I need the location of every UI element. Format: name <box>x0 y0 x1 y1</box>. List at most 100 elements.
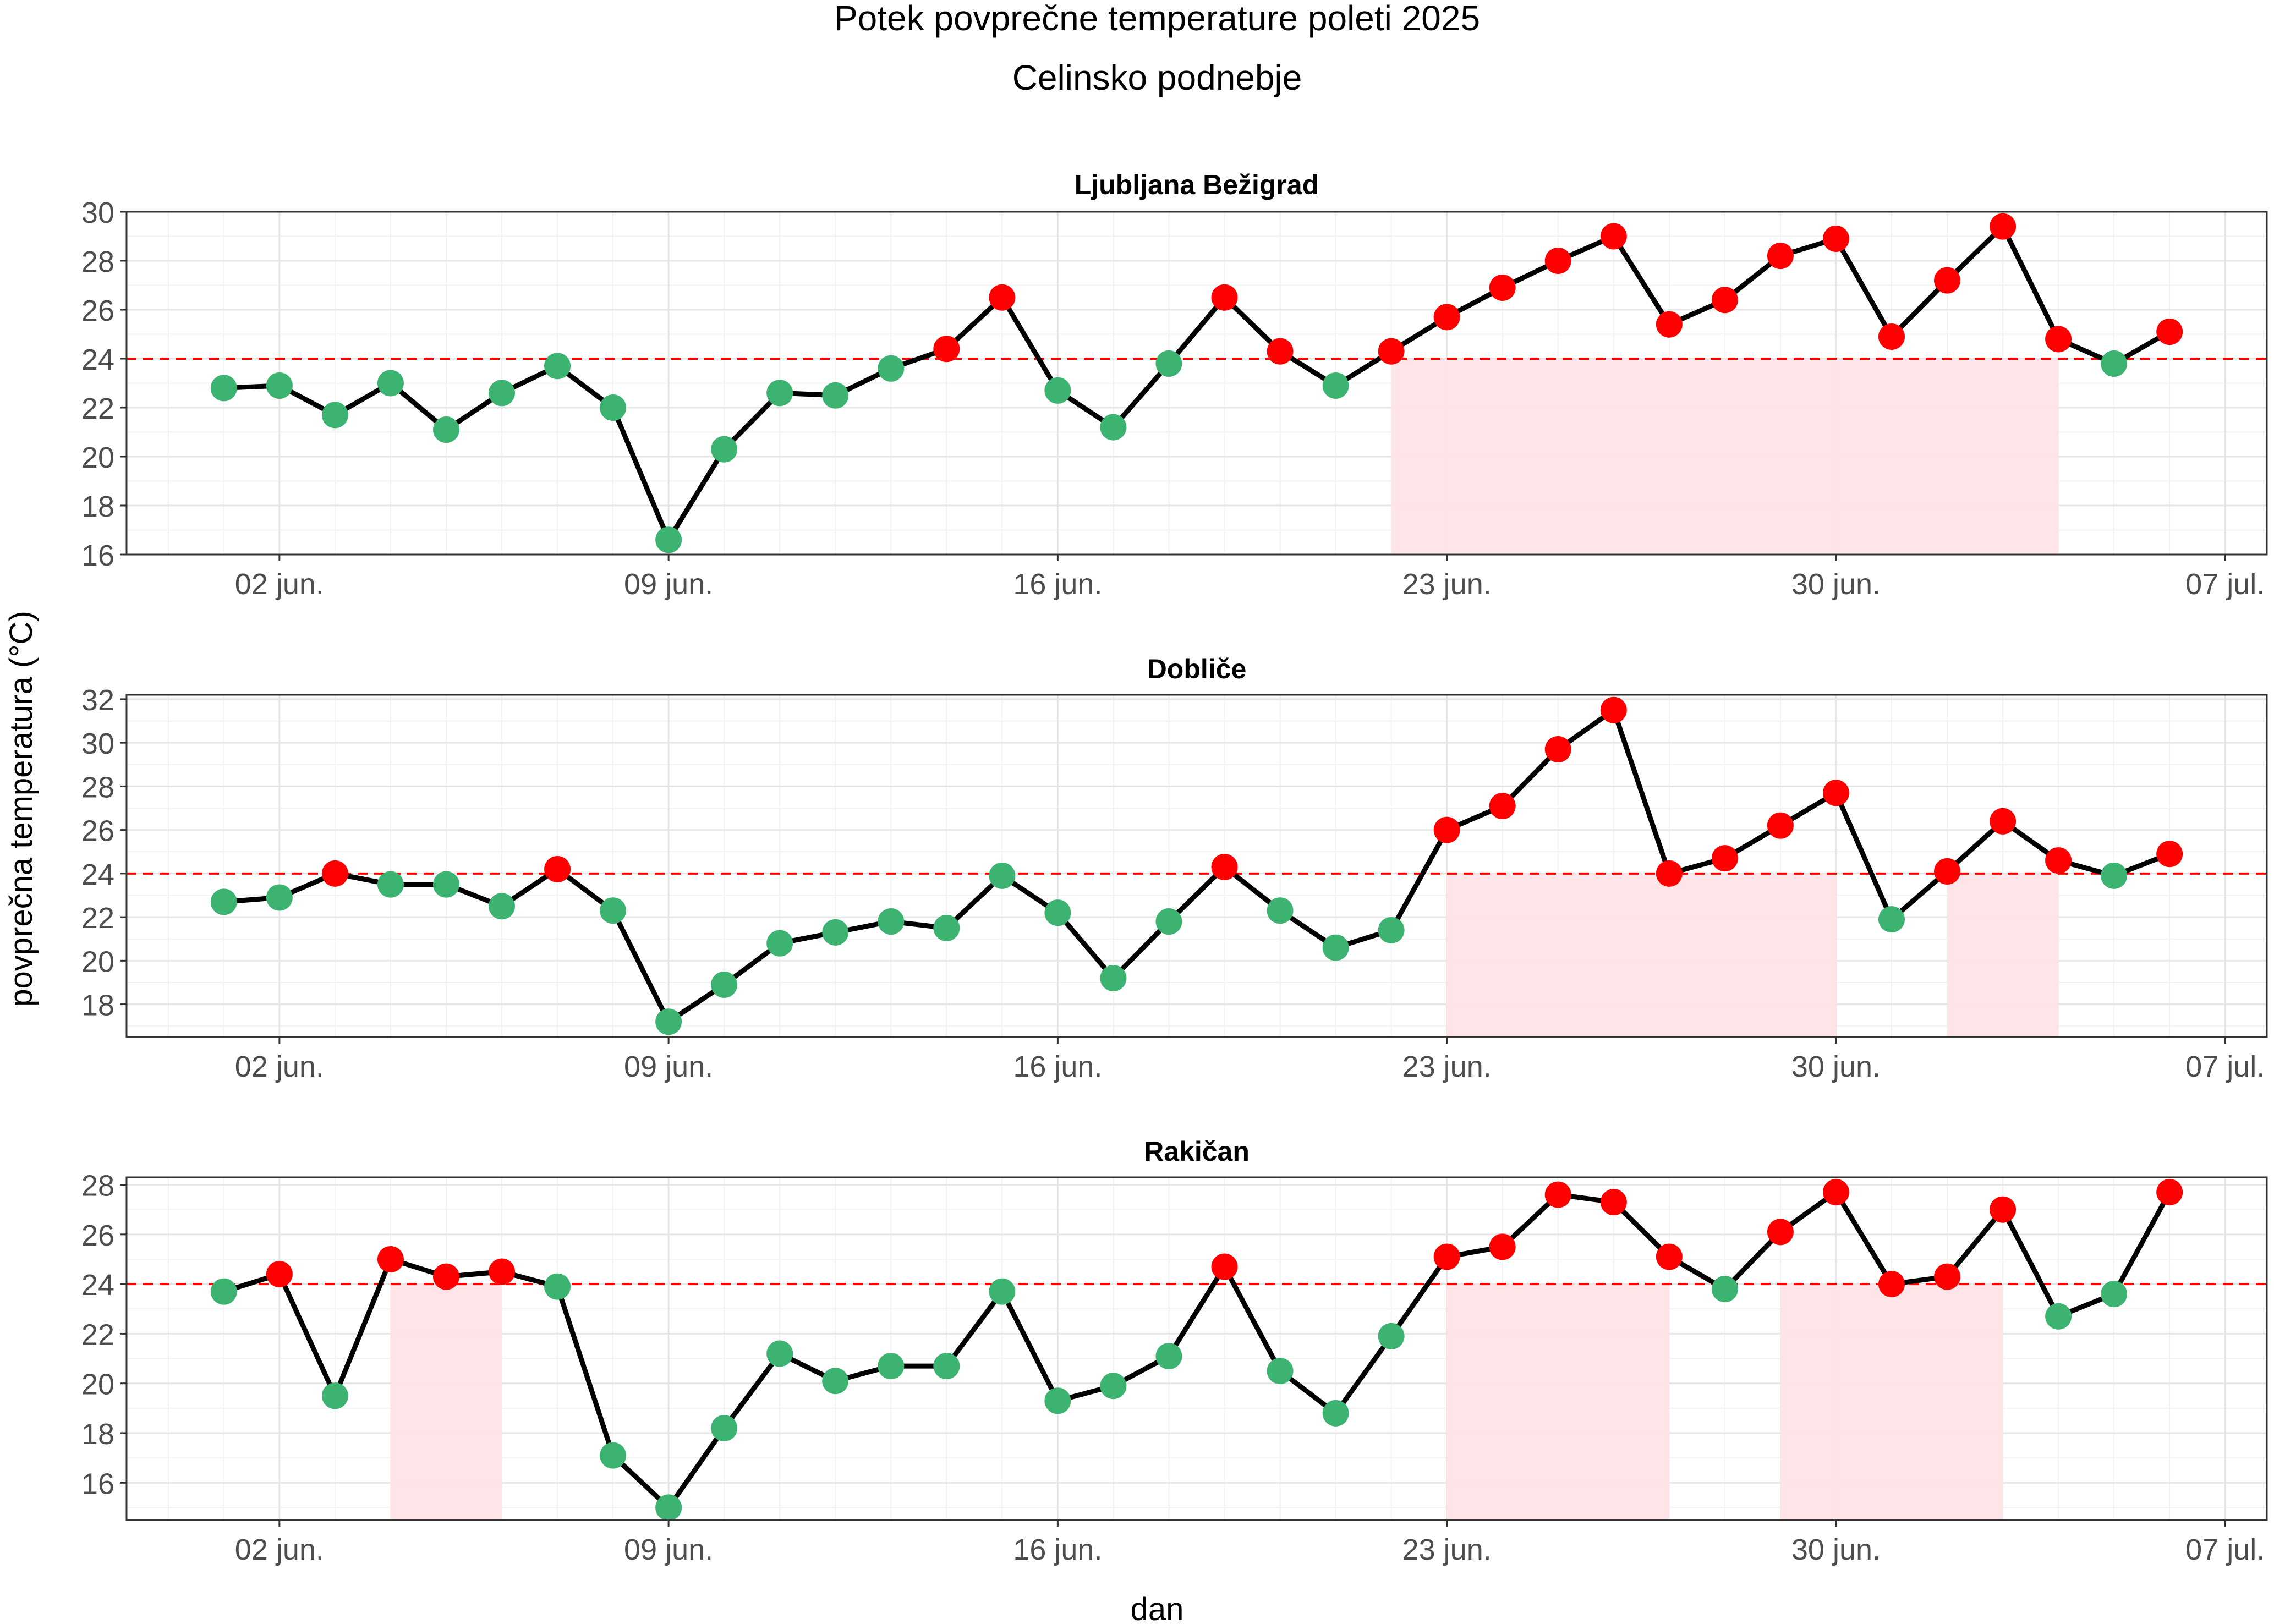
data-point <box>1211 284 1238 311</box>
x-tick-label: 02 jun. <box>235 1050 324 1083</box>
data-point <box>1100 1373 1127 1400</box>
data-point <box>1433 816 1460 843</box>
y-tick-label: 24 <box>81 858 114 891</box>
data-point <box>933 914 960 941</box>
y-tick-label: 16 <box>81 539 114 572</box>
x-tick-label: 30 jun. <box>1791 1533 1881 1566</box>
data-point <box>1990 808 2017 835</box>
y-tick-label: 22 <box>81 392 114 425</box>
data-point <box>1878 1271 1905 1298</box>
data-point <box>377 370 404 397</box>
data-point <box>1433 1243 1460 1270</box>
data-point <box>1267 338 1294 365</box>
data-point <box>933 336 960 363</box>
x-tick-label: 16 jun. <box>1013 568 1102 601</box>
x-tick-label: 16 jun. <box>1013 1533 1102 1566</box>
y-tick-label: 20 <box>81 1368 114 1401</box>
data-point <box>1044 899 1071 926</box>
data-point <box>1211 1253 1238 1280</box>
data-point <box>489 893 516 920</box>
data-point <box>2156 1179 2183 1206</box>
data-point <box>1322 372 1349 399</box>
y-tick-label: 24 <box>81 1269 114 1302</box>
panel-2: Rakičan 16 18 20 22 24 26 28 02 jun. 09 jun. 16 ju… <box>81 1136 2268 1566</box>
data-point <box>432 1263 459 1290</box>
data-point <box>600 394 627 421</box>
data-point <box>2101 350 2128 377</box>
panel-0: Ljubljana Bežigrad 16 18 20 22 24 26 28 30 02 jun… <box>81 169 2268 601</box>
data-point <box>989 1278 1016 1305</box>
data-point <box>2045 847 2072 874</box>
y-tick-label: 32 <box>81 684 114 717</box>
data-point <box>1600 696 1627 723</box>
heat-period-shade <box>1446 1284 1669 1520</box>
data-point <box>600 897 627 924</box>
y-tick-label: 28 <box>81 771 114 804</box>
data-point <box>1322 934 1349 961</box>
data-point <box>321 1382 348 1409</box>
data-point <box>1711 1276 1738 1303</box>
data-point <box>432 416 459 443</box>
y-tick-label: 18 <box>81 1418 114 1451</box>
data-point <box>1100 414 1127 441</box>
chart-subtitle: Celinsko podnebje <box>1012 58 1302 97</box>
x-tick-label: 30 jun. <box>1791 1050 1881 1083</box>
y-tick-label: 28 <box>81 1170 114 1203</box>
data-point <box>1990 1196 2017 1223</box>
data-point <box>1656 860 1683 887</box>
data-point <box>766 380 793 407</box>
data-point <box>878 908 905 935</box>
data-point <box>210 1278 237 1305</box>
data-point <box>1544 736 1571 763</box>
chart-panels: Ljubljana Bežigrad 16 18 20 22 24 26 28 30 02 jun… <box>81 169 2268 1566</box>
data-point <box>377 1246 404 1272</box>
data-point <box>655 1008 682 1035</box>
heat-shading <box>390 1284 2003 1520</box>
data-point <box>321 402 348 429</box>
data-point <box>1822 1179 1849 1206</box>
y-tick-label: 30 <box>81 196 114 229</box>
data-point <box>1711 287 1738 314</box>
data-point <box>822 1368 849 1395</box>
data-point <box>210 375 237 402</box>
data-point <box>544 1273 571 1300</box>
data-point <box>878 1353 905 1380</box>
data-point <box>766 1340 793 1367</box>
data-point <box>1934 267 1961 294</box>
x-tick-label: 23 jun. <box>1402 568 1492 601</box>
data-point <box>544 855 571 882</box>
data-point <box>711 971 738 998</box>
data-point <box>321 860 348 887</box>
data-point <box>266 372 293 399</box>
data-point <box>1100 965 1127 992</box>
data-point <box>2156 319 2183 345</box>
x-tick-label: 09 jun. <box>624 568 713 601</box>
heat-period-shade <box>1780 1284 2003 1520</box>
x-tick-label: 16 jun. <box>1013 1050 1102 1083</box>
panel-title: Dobliče <box>1147 654 1247 684</box>
data-point <box>2156 841 2183 868</box>
data-point <box>1656 311 1683 338</box>
heat-period-shade <box>390 1284 502 1520</box>
data-point <box>1044 377 1071 404</box>
data-point <box>2045 1303 2072 1330</box>
data-point <box>1990 213 2017 240</box>
y-tick-label: 20 <box>81 945 114 978</box>
data-point <box>1656 1243 1683 1270</box>
y-tick-label: 30 <box>81 727 114 760</box>
data-point <box>489 1258 516 1285</box>
data-point <box>1822 780 1849 806</box>
data-point <box>1044 1387 1071 1414</box>
data-point <box>766 930 793 957</box>
data-point <box>1489 793 1516 820</box>
data-point <box>989 862 1016 889</box>
y-tick-label: 18 <box>81 490 114 523</box>
data-point <box>377 871 404 898</box>
data-point <box>1211 853 1238 880</box>
y-axis-title: povprečna temperatura (°C) <box>3 611 39 1007</box>
data-point <box>878 355 905 382</box>
panel-border <box>125 211 2268 556</box>
y-tick-label: 26 <box>81 815 114 848</box>
y-tick-label: 22 <box>81 1318 114 1351</box>
